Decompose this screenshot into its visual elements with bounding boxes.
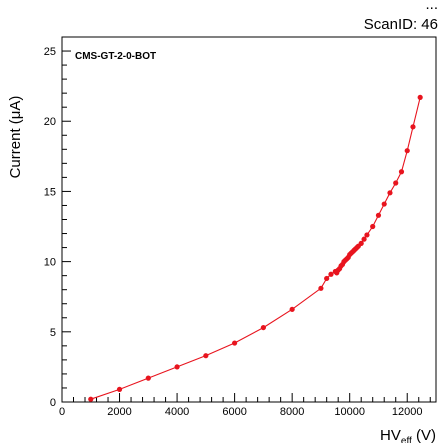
x-tick-label: 4000 — [165, 406, 189, 418]
y-tick-label: 20 — [44, 116, 56, 128]
data-point — [370, 223, 376, 230]
x-axis-title-main: HV — [380, 427, 401, 443]
x-tick-label: 8000 — [280, 406, 304, 418]
data-point — [393, 180, 399, 186]
scan-id-label: ScanID: 46 — [364, 16, 438, 33]
x-tick-label: 0 — [59, 406, 65, 418]
data-point — [174, 364, 180, 370]
x-tick-label: 12000 — [392, 406, 423, 418]
data-point — [417, 94, 423, 100]
plot-frame — [61, 36, 437, 403]
x-axis-title-unit: (V) — [416, 427, 436, 443]
data-point — [381, 201, 387, 207]
data-point — [116, 386, 123, 392]
y-tick-label: 15 — [44, 186, 56, 198]
data-point — [145, 375, 151, 381]
data-point — [410, 124, 416, 130]
data-point — [387, 190, 393, 196]
data-point — [364, 232, 370, 238]
data-point — [398, 169, 405, 175]
y-tick-label: 25 — [44, 46, 56, 58]
data-point — [318, 285, 324, 291]
plot-annotation: CMS-GT-2-0-BOT — [75, 51, 156, 62]
data-point — [203, 353, 209, 359]
y-tick-label: 0 — [50, 397, 56, 409]
x-tick-label: 6000 — [222, 406, 246, 418]
data-point — [88, 396, 94, 402]
data-point — [361, 236, 367, 242]
data-point — [260, 324, 266, 331]
x-tick-label: 10000 — [334, 406, 365, 418]
header-top-text: ... — [425, 0, 438, 13]
y-axis-title: Current (μA) — [7, 96, 24, 179]
series-line-group — [90, 97, 421, 400]
data-point — [289, 306, 295, 312]
data-point — [232, 340, 238, 346]
x-axis-title: HVeff (V) — [380, 427, 436, 443]
y-tick-label: 10 — [44, 257, 56, 269]
y-tick-label: 5 — [50, 327, 56, 339]
data-point — [328, 271, 334, 277]
x-axis-title-subscript: eff — [401, 436, 412, 443]
data-point — [404, 148, 410, 154]
series-points-group — [88, 94, 423, 402]
x-tick-label: 2000 — [107, 406, 131, 418]
series-line — [90, 97, 421, 400]
data-point — [375, 212, 382, 218]
data-point — [324, 275, 330, 282]
axes: 0 2000 4000 6000 8000 10000 12000 0 5 10 15 20 25 — [44, 36, 431, 418]
data-point — [358, 240, 364, 246]
